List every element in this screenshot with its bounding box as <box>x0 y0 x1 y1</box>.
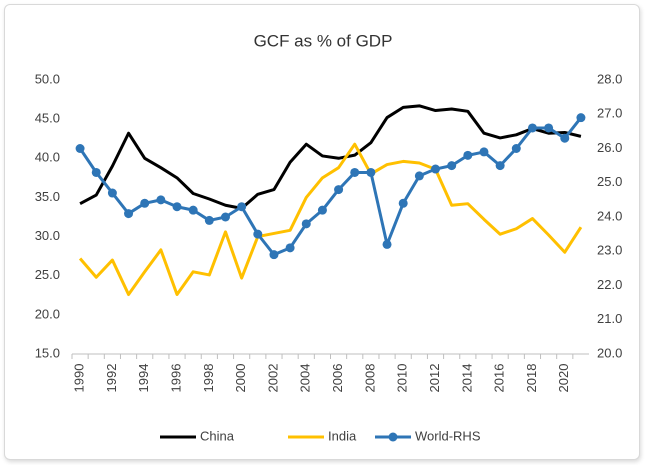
series-marker <box>188 205 198 215</box>
x-tick-label: 1996 <box>168 364 183 393</box>
legend-label: China <box>200 428 235 443</box>
chart-title: GCF as % of GDP <box>254 31 393 50</box>
y2-tick-label: 25.0 <box>597 174 622 189</box>
y2-tick-label: 22.0 <box>597 277 622 292</box>
x-tick-label: 2004 <box>298 364 313 393</box>
x-tick-label: 2014 <box>459 364 474 393</box>
series-marker <box>204 215 214 225</box>
series-marker <box>124 209 134 219</box>
series-marker <box>334 185 344 195</box>
series-marker <box>156 195 166 205</box>
legend-marker <box>388 432 398 442</box>
series-marker <box>463 150 473 160</box>
x-tick-label: 2016 <box>492 364 507 393</box>
x-tick-label: 2020 <box>556 364 571 393</box>
series-marker <box>431 164 441 174</box>
series-line <box>79 104 582 210</box>
y-tick-label: 50.0 <box>35 71 60 86</box>
series-marker <box>544 123 554 133</box>
y-tick-label: 45.0 <box>35 111 60 126</box>
y-tick-label: 20.0 <box>35 306 60 321</box>
series-marker <box>140 198 150 208</box>
y-tick-label: 40.0 <box>35 150 60 165</box>
series-marker <box>366 167 376 177</box>
series-marker <box>301 219 311 229</box>
y2-tick-label: 28.0 <box>597 71 622 86</box>
x-tick-label: 1992 <box>104 364 119 393</box>
x-tick-label: 2012 <box>427 364 442 393</box>
series-marker <box>447 161 457 171</box>
x-tick-label: 2008 <box>362 364 377 393</box>
series-marker <box>479 147 489 157</box>
series-marker <box>172 202 182 212</box>
series-marker <box>495 161 505 171</box>
y2-tick-label: 27.0 <box>597 106 622 121</box>
x-tick-label: 2006 <box>330 364 345 393</box>
y2-tick-label: 20.0 <box>597 345 622 360</box>
y2-tick-label: 26.0 <box>597 140 622 155</box>
y-tick-label: 30.0 <box>35 228 60 243</box>
series-marker <box>91 167 101 177</box>
series-marker <box>414 171 424 181</box>
x-tick-label: 1998 <box>201 364 216 393</box>
series-marker <box>220 212 230 222</box>
y-tick-label: 25.0 <box>35 267 60 282</box>
series-marker <box>317 205 327 215</box>
series-marker <box>398 198 408 208</box>
series-marker <box>576 113 586 123</box>
series-marker <box>253 229 263 239</box>
series-line <box>78 142 583 297</box>
series-marker <box>237 202 247 212</box>
series-marker <box>285 243 295 253</box>
x-tick-label: 1990 <box>72 364 87 393</box>
legend-label: India <box>328 428 357 443</box>
series-marker <box>511 144 521 153</box>
x-tick-label: 2018 <box>524 364 539 393</box>
legend-label: World-RHS <box>415 428 481 443</box>
x-tick-label: 2000 <box>233 364 248 393</box>
x-tick-label: 2010 <box>395 364 410 393</box>
card <box>4 4 640 460</box>
x-tick-label: 2002 <box>265 364 280 393</box>
series-marker <box>269 250 279 260</box>
y2-tick-label: 21.0 <box>597 311 622 326</box>
series-marker <box>75 144 85 153</box>
x-tick-label: 1994 <box>136 364 151 393</box>
series-marker <box>527 123 537 133</box>
series-marker <box>560 133 570 143</box>
y-tick-label: 35.0 <box>35 189 60 204</box>
series-marker <box>382 239 392 249</box>
series-marker <box>107 188 117 198</box>
y-tick-label: 15.0 <box>35 345 60 360</box>
series-marker <box>350 167 360 177</box>
y2-tick-label: 24.0 <box>597 208 622 223</box>
y2-tick-label: 23.0 <box>597 243 622 258</box>
